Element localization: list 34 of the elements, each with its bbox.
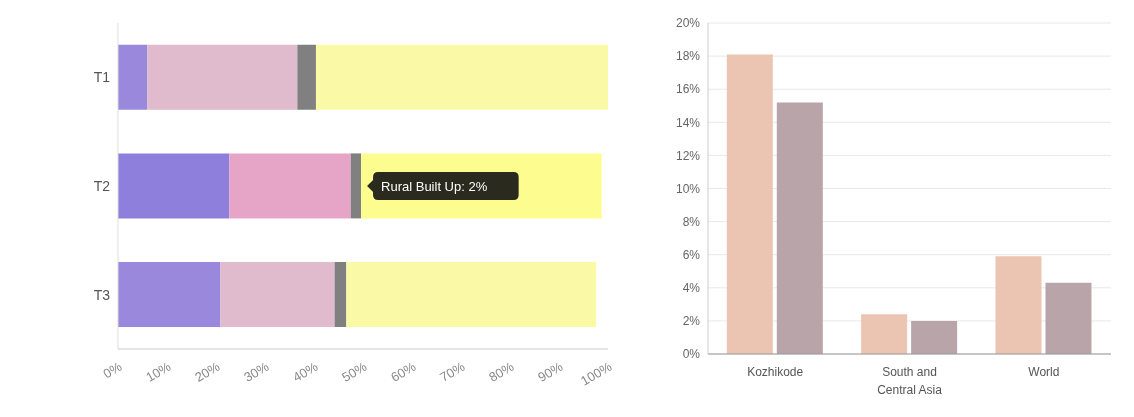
- y-tick-label: 10%: [675, 181, 701, 196]
- y-tick-label: 20%: [675, 16, 701, 31]
- y-tick-label: 16%: [675, 82, 701, 97]
- x-tick-label: 30%: [241, 358, 272, 385]
- x-tick-label: 40%: [290, 358, 321, 385]
- y-tick-label: 6%: [682, 247, 701, 262]
- x-tick-label: Kozhikode: [747, 365, 804, 379]
- x-tick-label: 70%: [437, 358, 468, 385]
- annotation: Rural Built Up: 2%: [381, 179, 488, 194]
- y-tick-label: 0%: [682, 347, 701, 362]
- y-tick-label: 8%: [682, 214, 701, 229]
- y-tick-label: T1: [93, 69, 111, 86]
- bar: [911, 320, 958, 354]
- y-tick-label: T2: [93, 177, 111, 194]
- bar: [861, 314, 908, 354]
- x-tick-label: 80%: [486, 358, 517, 385]
- x-tick-label: South and Central Asia: [877, 365, 943, 397]
- y-tick-label: 12%: [675, 148, 701, 163]
- y-tick-label: 14%: [675, 115, 701, 130]
- y-tick-label: 18%: [675, 49, 701, 64]
- x-tick-label: 100%: [578, 358, 615, 389]
- x-tick-label: 20%: [192, 358, 223, 385]
- y-tick-label: T3: [93, 286, 111, 303]
- x-tick-label: 50%: [339, 358, 370, 385]
- x-tick-label: World: [1028, 365, 1060, 379]
- y-tick-label: 4%: [682, 281, 701, 296]
- y-tick-label: 2%: [682, 314, 701, 329]
- x-tick-label: 60%: [388, 358, 419, 385]
- x-tick-label: 10%: [143, 358, 174, 385]
- bar: [995, 256, 1042, 354]
- bar: [726, 54, 773, 354]
- bar: [776, 102, 823, 354]
- x-tick-label: 90%: [535, 358, 566, 385]
- bar: [1045, 282, 1092, 354]
